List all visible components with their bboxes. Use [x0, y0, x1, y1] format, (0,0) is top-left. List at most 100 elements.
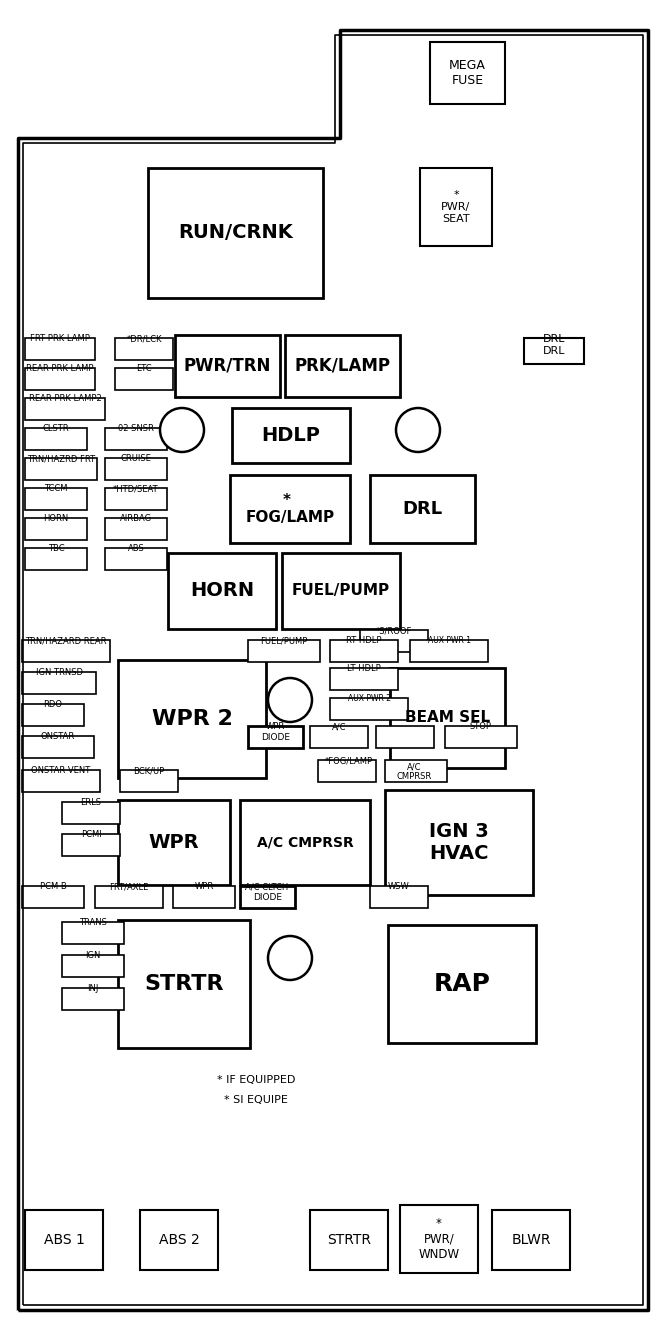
Text: STOP: STOP: [470, 722, 492, 730]
Text: CLSTR: CLSTR: [43, 424, 69, 433]
Bar: [230, 475, 350, 543]
Text: IGN TRNSD: IGN TRNSD: [35, 668, 83, 677]
Text: ERLS: ERLS: [81, 798, 102, 806]
Text: 02 SNSR: 02 SNSR: [118, 424, 154, 433]
Text: AIRBAG: AIRBAG: [120, 515, 152, 523]
Text: FUEL/PUMP: FUEL/PUMP: [292, 584, 390, 599]
Text: WPR: WPR: [194, 882, 214, 890]
Bar: [25, 399, 105, 420]
Bar: [25, 459, 97, 480]
Circle shape: [268, 678, 312, 722]
Bar: [22, 736, 94, 758]
Bar: [385, 790, 533, 894]
Text: IGN: IGN: [86, 950, 101, 960]
Bar: [285, 335, 400, 397]
Text: *S/ROOF: *S/ROOF: [376, 627, 412, 635]
Bar: [370, 475, 475, 543]
Text: INJ: INJ: [88, 984, 99, 993]
Text: STRTR: STRTR: [327, 1233, 371, 1246]
Bar: [62, 922, 124, 944]
Text: A/C CMPRSR: A/C CMPRSR: [257, 836, 353, 849]
Bar: [105, 459, 167, 480]
Bar: [25, 548, 87, 571]
Bar: [330, 698, 408, 720]
Text: * 
FOG/LAMP: * FOG/LAMP: [245, 493, 335, 525]
Text: PWR/TRN: PWR/TRN: [184, 357, 271, 375]
Text: WPR: WPR: [149, 833, 199, 852]
Bar: [115, 368, 173, 391]
Bar: [25, 1210, 103, 1270]
Bar: [25, 368, 95, 391]
Bar: [115, 339, 173, 360]
Text: ONSTAR: ONSTAR: [41, 732, 75, 741]
Bar: [310, 726, 368, 748]
Bar: [492, 1210, 570, 1270]
Bar: [232, 408, 350, 463]
Bar: [330, 640, 398, 663]
Bar: [22, 704, 84, 726]
Bar: [240, 800, 370, 885]
Bar: [420, 168, 492, 247]
Bar: [62, 834, 120, 856]
Bar: [370, 886, 428, 908]
Bar: [25, 519, 87, 540]
Text: *
PWR/
SEAT: * PWR/ SEAT: [442, 191, 471, 224]
Text: DIODE: DIODE: [261, 733, 290, 741]
Text: TRN/HAZRD FRT: TRN/HAZRD FRT: [27, 455, 95, 463]
Bar: [410, 640, 488, 663]
Bar: [22, 770, 100, 792]
Text: A/C
CMPRSR: A/C CMPRSR: [396, 762, 432, 781]
Bar: [105, 428, 167, 451]
Text: REAR PRK LAMP: REAR PRK LAMP: [26, 364, 94, 373]
Text: FRT PRK LAMP: FRT PRK LAMP: [30, 335, 90, 343]
Text: DIODE: DIODE: [253, 893, 282, 901]
Text: WPR 2: WPR 2: [152, 709, 232, 729]
Text: TRANS: TRANS: [79, 918, 107, 926]
Text: BEAM SEL: BEAM SEL: [405, 710, 490, 725]
Bar: [240, 886, 295, 908]
Text: DRL: DRL: [542, 335, 565, 344]
Bar: [376, 726, 434, 748]
Bar: [148, 168, 323, 299]
Text: A/C CLTCH: A/C CLTCH: [245, 882, 289, 890]
Circle shape: [396, 408, 440, 452]
Bar: [168, 553, 276, 629]
Bar: [175, 335, 280, 397]
Text: * IF EQUIPPED: * IF EQUIPPED: [217, 1074, 295, 1085]
Bar: [360, 631, 428, 652]
Text: TBC: TBC: [47, 544, 64, 553]
Text: TRN/HAZARD REAR: TRN/HAZARD REAR: [25, 636, 107, 645]
Bar: [318, 760, 376, 782]
Bar: [25, 428, 87, 451]
Bar: [445, 726, 517, 748]
Bar: [118, 660, 266, 778]
Text: *DR/LCK: *DR/LCK: [126, 335, 162, 343]
Text: WPR: WPR: [265, 722, 285, 730]
Bar: [390, 668, 505, 768]
Text: FRT/AXLE: FRT/AXLE: [110, 882, 149, 890]
Text: RUN/CRNK: RUN/CRNK: [178, 224, 293, 243]
Bar: [430, 43, 505, 104]
Text: IGN 3
HVAC: IGN 3 HVAC: [429, 822, 489, 862]
Bar: [140, 1210, 218, 1270]
Bar: [118, 800, 230, 885]
Text: DRL: DRL: [402, 500, 443, 519]
Bar: [120, 770, 178, 792]
Text: ETC: ETC: [136, 364, 152, 373]
Text: RT HDLP: RT HDLP: [346, 636, 381, 645]
Bar: [385, 760, 447, 782]
Text: ABS 1: ABS 1: [43, 1233, 84, 1246]
Text: AUX PWR 2: AUX PWR 2: [347, 694, 391, 702]
Bar: [524, 339, 584, 364]
Text: PCMI: PCMI: [81, 830, 102, 838]
Bar: [330, 668, 398, 690]
Bar: [248, 640, 320, 663]
Text: CRUISE: CRUISE: [120, 455, 152, 463]
Circle shape: [268, 936, 312, 980]
Text: ONSTAR VENT: ONSTAR VENT: [31, 766, 91, 774]
Bar: [173, 886, 235, 908]
Bar: [22, 672, 96, 694]
Text: AUX PWR 1: AUX PWR 1: [428, 636, 470, 645]
Text: REAR PRK LAMP2: REAR PRK LAMP2: [29, 395, 102, 403]
Text: PRK/LAMP: PRK/LAMP: [295, 357, 391, 375]
